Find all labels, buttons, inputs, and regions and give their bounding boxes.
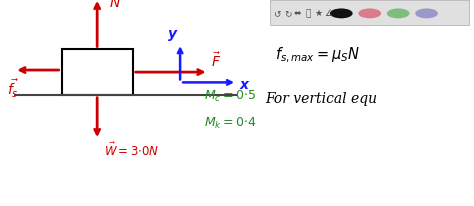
Text: $f_{s,max} = \mu_S N$: $f_{s,max} = \mu_S N$ — [275, 46, 360, 65]
Text: ↺: ↺ — [273, 9, 281, 18]
FancyBboxPatch shape — [270, 0, 469, 25]
Text: ★: ★ — [314, 9, 323, 18]
Text: ⬌: ⬌ — [294, 9, 301, 18]
Circle shape — [415, 8, 438, 18]
Circle shape — [358, 8, 381, 18]
Text: y: y — [168, 27, 177, 41]
Text: $\vec{F}$: $\vec{F}$ — [211, 52, 221, 70]
Text: $\vec{W}=3{\cdot}0N$: $\vec{W}=3{\cdot}0N$ — [104, 142, 159, 159]
Text: For vertical equ: For vertical equ — [265, 92, 377, 106]
Text: ↻: ↻ — [284, 9, 292, 18]
Text: ∠: ∠ — [324, 9, 333, 18]
Circle shape — [387, 8, 410, 18]
Text: ⎓: ⎓ — [305, 9, 311, 18]
Bar — [62, 49, 133, 95]
Text: $\vec{f_s}$: $\vec{f_s}$ — [7, 78, 19, 99]
Text: $\vec{N}$: $\vec{N}$ — [109, 0, 121, 11]
Circle shape — [330, 8, 353, 18]
Text: $M_k=0{\cdot}4$: $M_k=0{\cdot}4$ — [204, 116, 256, 131]
Text: x: x — [239, 78, 248, 92]
Text: $M_c=0{\cdot}5$: $M_c=0{\cdot}5$ — [204, 89, 256, 104]
